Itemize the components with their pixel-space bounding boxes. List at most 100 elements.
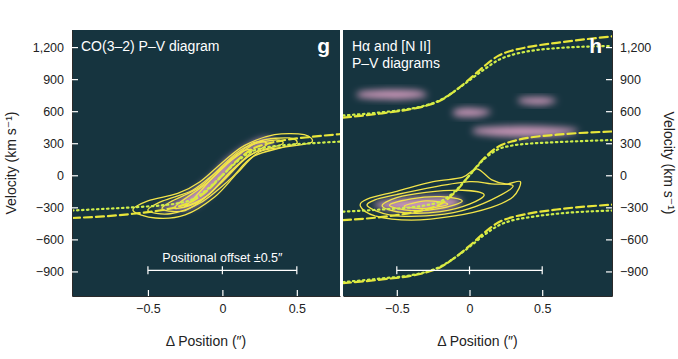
title: Hα and [N II] [352,38,431,54]
y-tick: 0 [57,169,78,183]
y-axis-title: Velocity (km s⁻¹) [661,111,677,214]
panel-label: h [589,34,602,57]
contour [382,190,484,213]
panel: Hα and [N II]P–V diagrams h −0.5 0 0.5 −900 −6… [343,30,677,349]
y-axis-line [72,31,73,297]
y-tick-mark [72,47,78,48]
y-tick-label: 0 [620,169,627,183]
y-tick-label: 900 [620,73,641,87]
title: CO(3–2) P–V diagram [81,38,220,54]
plot-area [343,36,612,283]
y-tick-mark [606,47,612,48]
y-tick-mark [606,207,612,208]
x-tick-label: −0.5 [385,302,410,316]
x-tick-mark [297,290,298,296]
y-tick-label: −600 [36,233,64,247]
scale-bar-tick [147,266,148,274]
y-axis-line [612,31,613,297]
y-tick: 300 [606,137,641,151]
plot-area [72,134,340,219]
contour [174,142,267,209]
y-tick-mark [606,239,612,240]
y-tick-label: −300 [620,201,648,215]
x-tick: 0 [467,290,474,316]
scale-bar-label: Positional offset ±0.5″ [162,251,283,265]
x-tick: 0.5 [534,290,551,316]
y-axis-title: Velocity (km s⁻¹) [3,111,19,214]
y-tick: 900 [43,73,78,87]
y-tick: 1,200 [33,41,78,55]
panel: Positional offset ±0.5″ CO(3–2) P–V diagr… [3,30,341,349]
y-tick-mark [72,111,78,112]
panel-label: g [317,34,330,57]
model-curve [343,140,612,212]
emission [472,126,578,137]
y-tick-mark [72,207,78,208]
x-tick-mark [542,290,543,296]
plot-background [343,30,612,296]
y-tick-mark [606,79,612,80]
x-axis-line [73,296,341,297]
x-tick-label: 0 [219,302,226,316]
x-tick-mark [148,290,149,296]
x-tick-label: 0 [467,302,474,316]
y-tick: 0 [606,169,627,183]
scale-bar-tick [222,266,223,274]
x-axis-title: Δ Position (″) [166,333,246,349]
scale-bar-tick [296,266,297,274]
x-axis-line [344,296,613,297]
y-tick: −600 [606,233,648,247]
y-tick: −600 [36,233,78,247]
y-tick-mark [72,79,78,80]
y-tick: 900 [606,73,641,87]
x-tick-mark [222,290,223,296]
model-curve [343,36,612,117]
plot-background [72,30,340,296]
x-tick-mark [469,290,470,296]
y-tick: −300 [36,201,78,215]
y-tick: 1,200 [606,41,651,55]
y-tick: −300 [606,201,648,215]
y-tick-label: 600 [43,105,64,119]
emission [518,97,557,105]
x-tick-label: −0.5 [136,302,161,316]
y-tick-label: 0 [57,169,64,183]
emission [453,108,492,117]
x-axis: −0.5 0 0.5 [73,290,341,316]
y-tick-mark [72,175,78,176]
x-tick: −0.5 [136,290,161,316]
y-tick-label: −900 [620,265,648,279]
emission [155,138,275,210]
model-curve [72,142,340,211]
x-axis-title: Δ Position (″) [437,333,517,349]
y-tick-mark [606,175,612,176]
emission [356,90,427,100]
x-tick: −0.5 [385,290,410,316]
y-tick-label: 600 [620,105,641,119]
x-tick-label: 0.5 [534,302,551,316]
x-axis: −0.5 0 0.5 [344,290,613,316]
model-curve [343,205,612,284]
y-tick-label: −300 [36,201,64,215]
contour [360,169,520,220]
scale-bar-tick [542,266,543,274]
contour [367,182,513,217]
y-tick-label: −600 [620,233,648,247]
y-tick-label: −900 [36,265,64,279]
y-tick: 600 [606,105,641,119]
y-tick-label: 300 [620,137,641,151]
model-curve [343,46,612,115]
y-tick-mark [72,271,78,272]
y-tick: 600 [43,105,78,119]
y-tick-mark [72,143,78,144]
y-tick-label: 1,200 [620,41,651,55]
y-tick-label: 900 [43,73,64,87]
title: P–V diagrams [352,55,440,71]
scale-bar-tick [469,266,470,274]
y-axis: −900 −600 −300 0 300 600 900 1,200 [33,31,78,297]
y-tick: −900 [36,265,78,279]
x-tick: 0 [219,290,226,316]
x-tick-label: 0.5 [289,302,306,316]
x-tick: 0.5 [289,290,306,316]
y-tick-label: 300 [43,137,64,151]
